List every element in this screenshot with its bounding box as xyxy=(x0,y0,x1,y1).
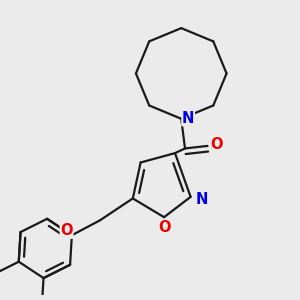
Text: O: O xyxy=(211,137,223,152)
Text: N: N xyxy=(182,111,194,126)
Text: O: O xyxy=(60,223,73,238)
Text: N: N xyxy=(195,192,208,207)
Text: O: O xyxy=(158,220,170,235)
